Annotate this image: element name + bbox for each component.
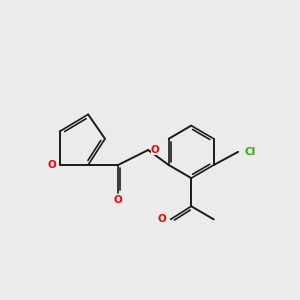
Text: Cl: Cl [245, 147, 256, 157]
Text: O: O [151, 145, 159, 155]
Text: O: O [114, 195, 122, 205]
Text: O: O [158, 214, 167, 224]
Text: O: O [47, 160, 56, 170]
